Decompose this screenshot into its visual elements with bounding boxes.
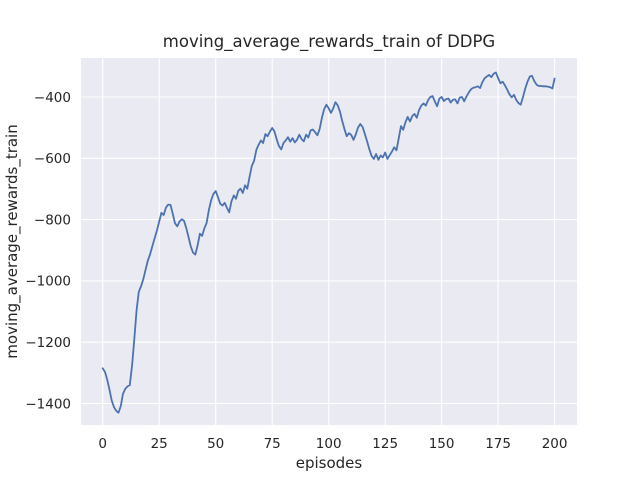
x-tick-label: 0	[98, 436, 107, 452]
x-tick-label: 50	[207, 436, 224, 452]
y-axis-label: moving_average_rewards_train	[3, 124, 22, 358]
chart-plot-area: 0 25 50 75 100 125 150 175 200 −400 −600 −800 −1000 −…	[25, 58, 577, 452]
y-tick-label: −1200	[25, 335, 71, 351]
y-tick-label: −1000	[25, 274, 71, 290]
x-tick-label: 175	[485, 436, 511, 452]
series-line	[101, 71, 556, 414]
y-tick-label: −600	[34, 151, 71, 167]
x-tick-label: 200	[542, 436, 568, 452]
x-tick-label: 75	[264, 436, 281, 452]
x-tick-label: 150	[429, 436, 455, 452]
x-tick-label: 125	[372, 436, 398, 452]
y-tick-label: −800	[34, 212, 71, 228]
x-tick-label: 100	[316, 436, 342, 452]
x-axis-label: episodes	[296, 454, 363, 472]
x-tick-label: 25	[151, 436, 168, 452]
y-tick-label: −400	[34, 90, 71, 106]
chart-title: moving_average_rewards_train of DDPG	[163, 32, 495, 52]
y-tick-label: −1400	[25, 396, 71, 412]
